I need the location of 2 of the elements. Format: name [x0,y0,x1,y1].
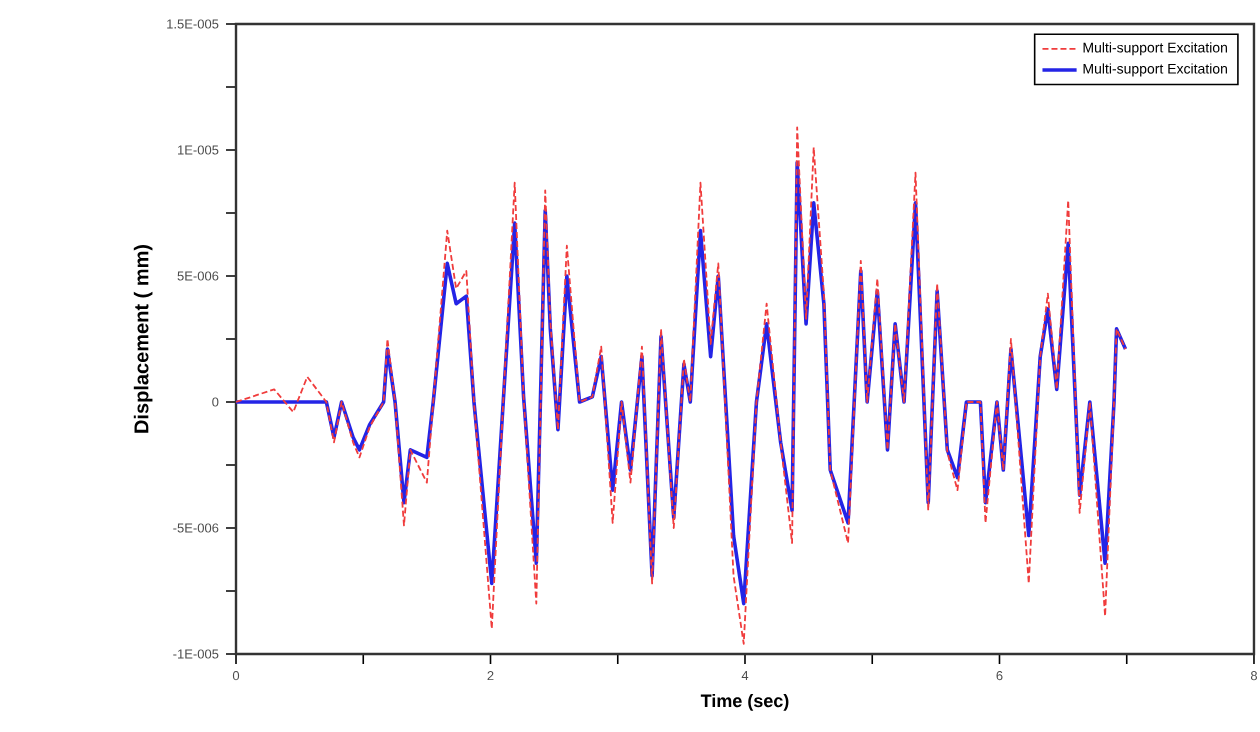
x-axis-title: Time (sec) [700,693,789,711]
y-axis-title: Displacement ( mm) [133,244,153,433]
